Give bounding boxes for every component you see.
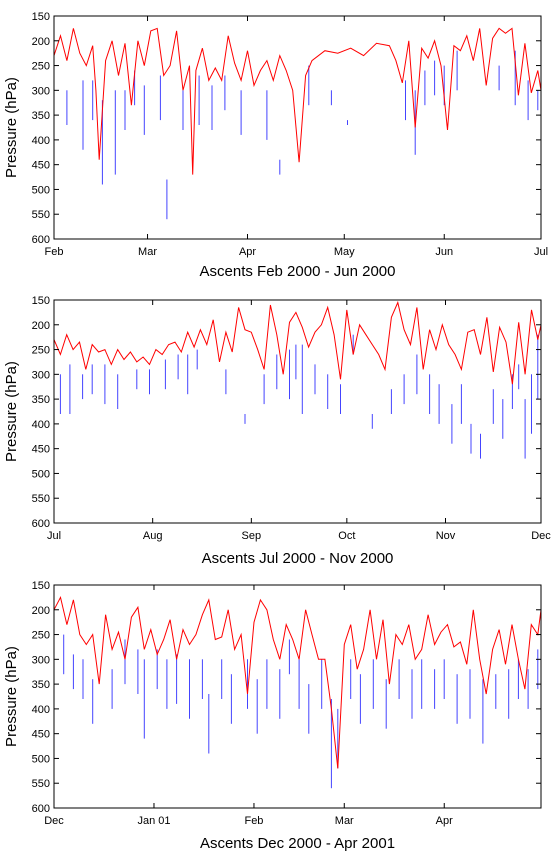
y-tick-label: 250 [32,345,50,357]
x-axis-title: Ascents Jul 2000 - Nov 2000 [202,550,394,567]
x-tick-label: Aug [143,530,163,542]
y-tick-label: 450 [32,444,50,456]
x-tick-label: Mar [138,246,157,258]
x-tick-label: Feb [244,815,263,827]
x-tick-label: Dec [531,530,551,542]
y-tick-label: 200 [32,36,50,48]
y-tick-label: 300 [32,369,50,381]
y-tick-label: 450 [32,160,50,172]
x-tick-label: Jul [534,246,548,258]
y-axis-title: Pressure (hPa) [3,361,20,462]
series-line [53,27,542,175]
y-tick-label: 400 [32,135,50,147]
x-axis-title: Ascents Feb 2000 - Jun 2000 [200,263,396,280]
y-tick-label: 550 [32,209,50,221]
plot-frame [53,15,542,240]
y-tick-label: 200 [32,605,50,617]
x-tick-label: Jun [435,246,453,258]
x-tick-label: Jan 01 [137,815,170,827]
x-tick-label: May [334,246,355,258]
y-tick-label: 300 [32,85,50,97]
y-tick-label: 550 [32,493,50,505]
x-tick-label: Jul [47,530,61,542]
x-tick-label: Oct [338,530,355,542]
plot-frame [53,299,542,524]
x-axis-title: Ascents Dec 2000 - Apr 2001 [200,835,395,852]
y-tick-label: 600 [32,518,50,530]
x-tick-label: Nov [436,530,456,542]
y-tick-label: 150 [32,580,50,592]
plot-frame [53,584,542,809]
series-line [53,595,542,769]
x-tick-label: Dec [44,815,64,827]
y-tick-label: 400 [32,419,50,431]
y-tick-label: 600 [32,234,50,246]
y-tick-label: 500 [32,753,50,765]
y-axis-title: Pressure (hPa) [3,646,20,747]
y-tick-label: 150 [32,295,50,307]
series-line [53,300,542,385]
y-tick-label: 250 [32,630,50,642]
x-tick-label: Apr [436,815,453,827]
y-tick-label: 300 [32,654,50,666]
y-tick-label: 350 [32,110,50,122]
y-axis-title: Pressure (hPa) [3,77,20,178]
y-tick-label: 200 [32,320,50,332]
y-tick-label: 450 [32,729,50,741]
x-tick-label: Mar [335,815,354,827]
y-tick-label: 500 [32,184,50,196]
y-tick-label: 350 [32,394,50,406]
x-tick-label: Apr [239,246,256,258]
y-tick-label: 400 [32,704,50,716]
x-tick-label: Sep [242,530,262,542]
y-tick-label: 550 [32,778,50,790]
x-tick-label: Feb [45,246,64,258]
y-tick-label: 350 [32,679,50,691]
y-tick-label: 250 [32,61,50,73]
y-tick-label: 500 [32,468,50,480]
y-tick-label: 150 [32,11,50,23]
y-tick-label: 600 [32,803,50,815]
